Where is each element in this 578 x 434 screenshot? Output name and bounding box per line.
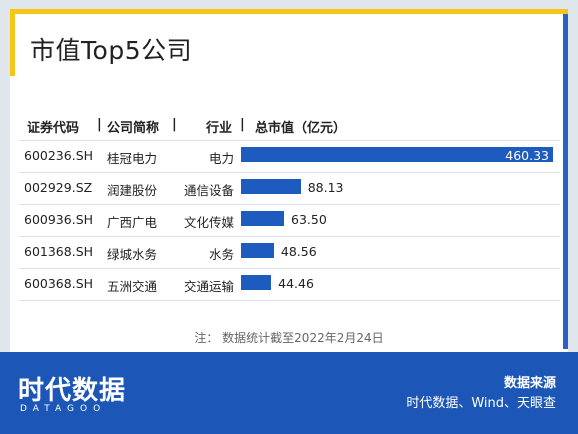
row-divider bbox=[19, 300, 560, 301]
chart-title: 市值Top5公司 bbox=[30, 36, 193, 65]
company-name: 桂冠电力 bbox=[107, 151, 158, 166]
source-title: 数据来源 bbox=[503, 376, 556, 391]
header-name: 公司简称 bbox=[107, 121, 160, 136]
industry: 文化传媒 bbox=[183, 215, 234, 230]
bar-value-label: 88.13 bbox=[307, 180, 344, 195]
company-name: 五洲交通 bbox=[107, 279, 158, 294]
table-row: 600936.SH 广西广电 文化传媒 63.50 bbox=[10, 206, 568, 232]
security-code: 601368.SH bbox=[24, 244, 94, 259]
bar-value-label: 48.56 bbox=[280, 244, 317, 259]
row-divider bbox=[19, 204, 560, 205]
security-code: 600936.SH bbox=[24, 212, 94, 227]
security-code: 600236.SH bbox=[24, 148, 94, 163]
company-name: 润建股份 bbox=[107, 183, 158, 198]
table-header: 证券代码 | 公司简称 | 行业 | 总市值（亿元） bbox=[10, 117, 568, 137]
industry: 电力 bbox=[208, 151, 234, 166]
bar-value-label: 44.46 bbox=[278, 276, 314, 291]
row-divider bbox=[19, 236, 560, 237]
bar bbox=[241, 147, 553, 162]
security-code: 600368.SH bbox=[24, 276, 94, 291]
company-name: 广西广电 bbox=[107, 215, 158, 230]
row-divider bbox=[19, 268, 560, 269]
table-row: 600236.SH 桂冠电力 电力 460.33 bbox=[10, 142, 568, 168]
table-row: 600368.SH 五洲交通 交通运输 44.46 bbox=[10, 270, 568, 296]
accent-bar-top bbox=[10, 9, 568, 14]
brand-logo-subtitle: DATAGOO bbox=[20, 404, 107, 414]
header-market-cap: 总市值（亿元） bbox=[255, 121, 347, 136]
row-divider bbox=[19, 140, 560, 141]
bar bbox=[241, 275, 272, 290]
bar-value-label: 460.33 bbox=[505, 148, 549, 163]
bar bbox=[241, 211, 285, 226]
header-separator: | bbox=[97, 117, 102, 132]
table-row: 002929.SZ 润建股份 通信设备 88.13 bbox=[10, 174, 568, 200]
accent-bar-left bbox=[10, 14, 15, 76]
header-separator: | bbox=[172, 117, 177, 132]
security-code: 002929.SZ bbox=[24, 180, 93, 195]
bar bbox=[241, 243, 274, 258]
bar bbox=[241, 179, 301, 194]
bar-value-label: 63.50 bbox=[291, 212, 327, 227]
source-text: 时代数据、Wind、天眼查 bbox=[406, 396, 556, 411]
row-divider bbox=[19, 172, 560, 173]
company-name: 绿城水务 bbox=[107, 247, 158, 262]
header-separator: | bbox=[240, 117, 245, 132]
chart-card: 市值Top5公司 证券代码 | 公司简称 | 行业 | 总市值（亿元） 注： 数… bbox=[10, 9, 568, 352]
industry: 水务 bbox=[208, 247, 234, 262]
accent-bar-right bbox=[563, 14, 568, 349]
industry: 通信设备 bbox=[183, 183, 234, 198]
footer-bar: 时代数据 DATAGOO 数据来源 时代数据、Wind、天眼查 bbox=[0, 352, 578, 434]
footnote: 注： 数据统计截至2022年2月24日 bbox=[194, 331, 384, 345]
brand-logo: 时代数据 bbox=[18, 376, 127, 406]
table-row: 601368.SH 绿城水务 水务 48.56 bbox=[10, 238, 568, 264]
header-code: 证券代码 bbox=[27, 121, 80, 136]
industry: 交通运输 bbox=[183, 279, 234, 294]
header-industry: 行业 bbox=[206, 121, 233, 136]
